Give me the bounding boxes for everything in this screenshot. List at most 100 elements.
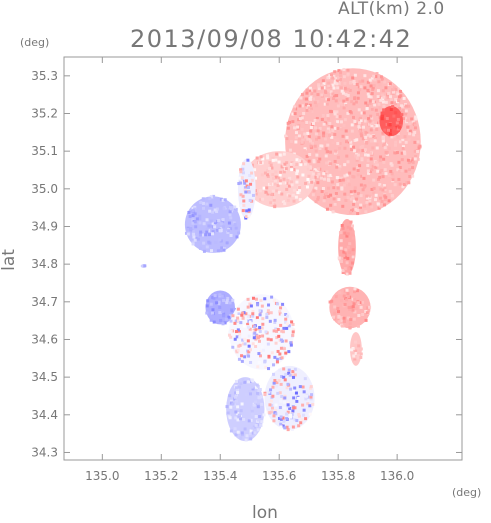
echo-cell xyxy=(376,89,380,93)
echo-cell xyxy=(358,209,362,213)
echo-region xyxy=(140,264,147,268)
echo-cell xyxy=(348,242,352,246)
echo-cell xyxy=(357,314,361,318)
echo-cell xyxy=(295,399,299,403)
echo-cell xyxy=(295,419,299,423)
echo-cell xyxy=(274,179,278,183)
echo-cell xyxy=(248,392,252,396)
echo-cell xyxy=(322,86,326,90)
echo-cell xyxy=(375,127,379,131)
echo-cell xyxy=(272,372,276,376)
echo-cell xyxy=(327,117,331,121)
echo-cell xyxy=(394,111,398,115)
echo-cell xyxy=(319,193,323,197)
echo-cell xyxy=(234,433,238,437)
echo-cell xyxy=(248,198,252,202)
echo-cell xyxy=(372,126,376,130)
echo-cell xyxy=(356,356,360,360)
echo-cell xyxy=(389,95,393,99)
echo-cell xyxy=(239,193,243,197)
echo-cell xyxy=(243,186,247,190)
echo-cell xyxy=(364,135,368,139)
echo-cell xyxy=(358,88,362,92)
echo-cell xyxy=(219,197,223,201)
echo-cell xyxy=(297,124,301,128)
echo-cell xyxy=(229,216,233,220)
echo-cell xyxy=(244,216,248,220)
echo-cell xyxy=(255,156,259,160)
echo-cell xyxy=(295,169,299,173)
echo-cell xyxy=(381,175,385,179)
echo-cell xyxy=(305,97,309,101)
echo-cell xyxy=(297,118,301,122)
echo-cell xyxy=(413,149,417,153)
echo-cell xyxy=(399,124,403,128)
echo-cell xyxy=(349,190,353,194)
echo-cell xyxy=(344,248,348,252)
echo-cell xyxy=(333,70,337,74)
echo-cell xyxy=(329,203,333,207)
echo-cell xyxy=(307,106,311,110)
echo-cell xyxy=(414,115,418,119)
echo-cell xyxy=(345,272,349,276)
echo-cell xyxy=(279,415,283,419)
echo-cell xyxy=(270,295,274,299)
echo-cell xyxy=(278,179,282,183)
echo-cell xyxy=(289,162,293,166)
echo-cell xyxy=(261,334,265,338)
echo-cell xyxy=(352,175,356,179)
echo-cell xyxy=(378,106,382,110)
echo-cell xyxy=(401,145,405,149)
echo-cell xyxy=(271,182,275,186)
echo-cell xyxy=(209,219,213,223)
echo-cell xyxy=(381,139,385,143)
echo-cell xyxy=(379,98,383,102)
echo-cell xyxy=(230,309,234,313)
echo-cell xyxy=(226,230,230,234)
echo-cell xyxy=(222,314,226,318)
echo-cell xyxy=(279,399,283,403)
echo-cell xyxy=(290,180,294,184)
echo-cell xyxy=(404,112,408,116)
echo-cell xyxy=(352,167,356,171)
echo-cell xyxy=(244,312,248,316)
echo-cell xyxy=(372,121,376,125)
echo-cell xyxy=(314,200,318,204)
echo-cell xyxy=(293,126,297,130)
echo-cell xyxy=(320,86,324,90)
echo-cell xyxy=(360,123,364,127)
echo-cell xyxy=(337,320,341,324)
echo-cell xyxy=(275,384,279,388)
echo-region xyxy=(379,105,404,137)
echo-cell xyxy=(285,412,289,416)
echo-cell xyxy=(293,112,297,116)
echo-cell xyxy=(233,307,237,311)
echo-cell xyxy=(240,354,244,358)
echo-cell xyxy=(265,186,269,190)
echo-cell xyxy=(239,168,243,172)
echo-cell xyxy=(371,86,375,90)
echo-cell xyxy=(382,203,386,207)
echo-cell xyxy=(330,135,334,139)
echo-cell xyxy=(375,72,379,76)
echo-cell xyxy=(360,157,364,161)
echo-cell xyxy=(208,209,212,213)
echo-cell xyxy=(317,172,321,176)
echo-cell xyxy=(400,169,404,173)
echo-cell xyxy=(256,312,260,316)
echo-cell xyxy=(220,246,224,250)
echo-cell xyxy=(398,182,402,186)
echo-cell xyxy=(276,391,280,395)
echo-cell xyxy=(241,209,245,213)
echo-cell xyxy=(396,127,400,131)
echo-cell xyxy=(259,160,263,164)
echo-cell xyxy=(239,436,243,440)
echo-cell xyxy=(269,399,273,403)
echo-cell xyxy=(205,230,209,234)
echo-cell xyxy=(364,210,368,214)
echo-cell xyxy=(349,348,353,352)
echo-cell xyxy=(221,322,225,326)
echo-cell xyxy=(330,180,334,184)
echo-cell xyxy=(260,326,264,330)
echo-cell xyxy=(350,209,354,213)
